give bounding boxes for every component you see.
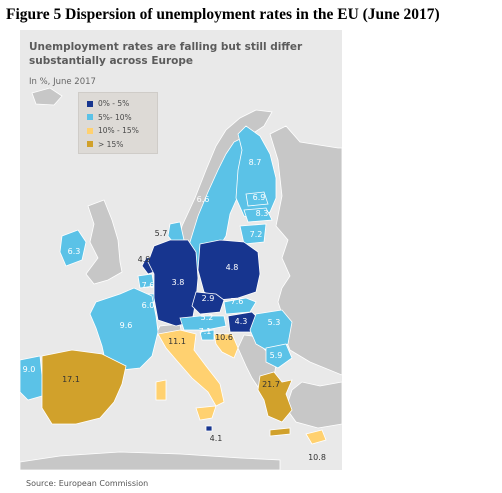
region-united-kingdom [85, 199, 123, 285]
north-africa [20, 451, 281, 470]
legend-item: > 15% [87, 138, 157, 152]
region-finland [235, 125, 277, 221]
region-bulgaria [265, 343, 293, 369]
region-spain [41, 349, 127, 425]
value-label-slovenia: 7.1 [199, 327, 212, 336]
value-label-belgium: 7.6 [142, 281, 155, 290]
legend-label: 0% - 5% [98, 99, 130, 109]
value-label-croatia: 10.6 [215, 333, 233, 342]
map-headline: Unemployment rates are falling but still… [29, 41, 303, 67]
legend-item: 0% - 5% [87, 97, 157, 111]
map-panel: 6.6 8.7 6.9 8.3 7.2 5.7 6.3 4.9 7.6 6.0 3.8 4.8 2.9 7… [20, 30, 342, 470]
value-label-netherlands: 4.9 [138, 255, 151, 264]
value-label-lithuania: 7.2 [250, 230, 263, 239]
legend-item: 10% - 15% [87, 124, 157, 138]
region-slovenia [199, 329, 215, 341]
region-austria [179, 315, 227, 331]
legend-swatch [87, 127, 93, 134]
value-label-romania: 5.3 [268, 318, 281, 327]
region-ireland [59, 229, 87, 267]
legend-swatch [87, 141, 93, 148]
legend-swatch [87, 100, 93, 107]
region-italy [155, 379, 167, 401]
source-note: Source: European Commission [26, 479, 149, 488]
region-cyprus [305, 429, 327, 445]
value-label-austria: 5.2 [201, 313, 214, 322]
value-label-slovakia: 7.6 [231, 297, 244, 306]
value-label-estonia: 6.9 [253, 193, 266, 202]
eu-regions [20, 125, 327, 445]
region-greece [257, 371, 293, 423]
region-portugal [20, 355, 43, 401]
region-italy [157, 329, 225, 407]
value-label-latvia: 8.3 [256, 209, 269, 218]
value-label-finland: 8.7 [249, 158, 262, 167]
region-italy [195, 405, 217, 421]
europe-map: 6.6 8.7 6.9 8.3 7.2 5.7 6.3 4.9 7.6 6.0 3.8 4.8 2.9 7… [20, 87, 342, 470]
region-poland [197, 239, 261, 301]
region-estonia [245, 191, 269, 207]
legend-item: 5%- 10% [87, 111, 157, 125]
region-slovakia [223, 297, 257, 315]
value-label-spain: 17.1 [62, 375, 80, 384]
value-label-portugal: 9.0 [23, 365, 36, 374]
value-label-denmark: 5.7 [155, 229, 168, 238]
region-malta [205, 425, 213, 432]
region-lithuania [239, 223, 267, 245]
turkey [285, 381, 342, 429]
value-label-ireland: 6.3 [68, 247, 81, 256]
value-label-cyprus: 10.8 [308, 453, 326, 462]
eu-value-labels: 6.6 8.7 6.9 8.3 7.2 5.7 6.3 4.9 7.6 6.0 3.8 4.8 2.9 7… [23, 158, 326, 462]
value-label-czechia: 2.9 [202, 294, 215, 303]
value-label-luxembourg: 6.0 [142, 301, 155, 310]
map-subtitle: In %, June 2017 [29, 77, 96, 87]
value-label-germany: 3.8 [172, 278, 185, 287]
legend-label: 5%- 10% [98, 112, 132, 122]
value-label-bulgaria: 5.9 [270, 351, 283, 360]
region-latvia [243, 207, 273, 223]
value-label-france: 9.6 [120, 321, 133, 330]
region-greece [269, 427, 291, 437]
region-czechia [191, 291, 225, 315]
map-legend: 0% - 5% 5%- 10% 10% - 15% > 15% [78, 92, 158, 154]
value-label-greece: 21.7 [262, 380, 280, 389]
value-label-sweden: 6.6 [197, 195, 210, 204]
value-label-malta: 4.1 [210, 434, 223, 443]
legend-label: > 15% [98, 139, 124, 149]
legend-swatch [87, 114, 93, 121]
value-label-italy: 11.1 [168, 337, 186, 346]
value-label-poland: 4.8 [226, 263, 239, 272]
region-france [89, 287, 159, 371]
region-croatia [213, 333, 239, 359]
legend-label: 10% - 15% [98, 126, 139, 136]
iceland [31, 87, 63, 106]
figure-title: Figure 5 Dispersion of unemployment rate… [6, 6, 440, 23]
value-label-hungary: 4.3 [235, 317, 248, 326]
